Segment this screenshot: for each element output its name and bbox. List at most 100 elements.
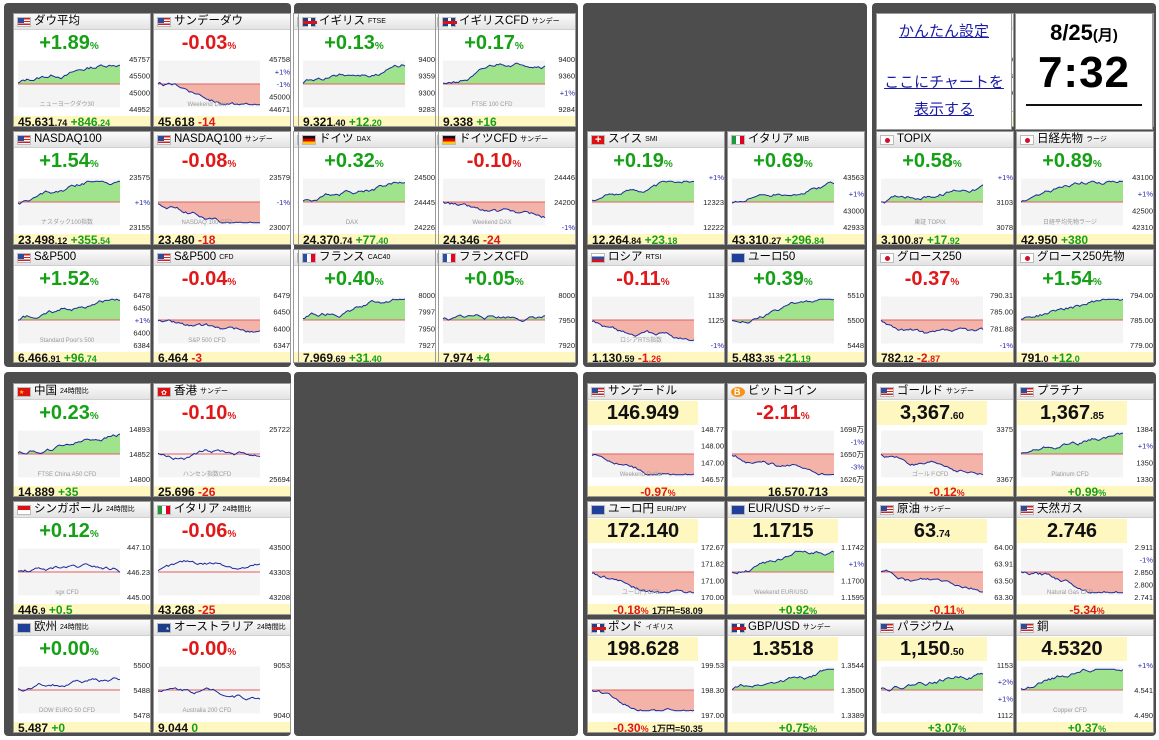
change-percent: -0.04 <box>181 268 228 290</box>
change-percent: +0.58 <box>902 150 953 172</box>
market-tile[interactable]: ドイツCFD サンデー -0.10% Weekend DAX 24446 24200 -… <box>438 131 576 245</box>
axis-tick-label: 785.00 <box>990 308 1013 317</box>
headline-value: +1.54% <box>39 150 99 172</box>
axis-tick-label: 1125 <box>708 316 724 325</box>
market-name: グロース250 <box>897 251 962 263</box>
market-tile[interactable]: ロシア RTSI -0.11% ロシアRTS指数 1139 1125 -1% 1,130.… <box>587 249 725 363</box>
market-tile[interactable]: パラジウム 1,150.50 1153 +2% +1% 1112 +3.07% <box>876 619 1014 733</box>
quote-decimals: .50 <box>950 647 964 658</box>
change-value: +0.75 <box>778 722 810 733</box>
axis-tick-label: 14852 <box>129 450 150 459</box>
axis-tick-label: 44671 <box>269 105 290 114</box>
market-tile[interactable]: イタリア MIB +0.69% 43563 +1% 43000 42933 43,310.… <box>727 131 865 245</box>
market-tile[interactable]: シンガポール 24時間比 +0.12% sgx CFD 447.10 446.23 44… <box>13 501 151 615</box>
chart-area <box>1021 669 1123 690</box>
chart-area <box>303 64 405 84</box>
axis-tick-label: -3% <box>851 463 865 472</box>
market-tile[interactable]: 欧州 24時間比 +0.00% DOW EURO 50 CFD 5500 5488 54… <box>13 619 151 733</box>
tile-header: グロース250先物 <box>1017 250 1153 266</box>
change-percent: -0.37 <box>904 268 951 290</box>
market-name: ロシア <box>608 251 643 263</box>
axis-tick-label: 43100 <box>1132 173 1153 182</box>
chart-watermark: FTSE China A50 CFD <box>38 472 97 478</box>
change-value: -1 <box>637 352 649 363</box>
price-line <box>17 64 121 84</box>
market-name: EUR/USD <box>748 503 800 515</box>
headline-value: +0.17% <box>464 32 524 54</box>
axis-tick-label: 4.490 <box>1134 711 1153 720</box>
market-tile[interactable]: ポンド イギリス 198.628 199.53 198.30 197.00 -0.30%… <box>587 619 725 733</box>
price-text: 5,487 <box>18 722 49 733</box>
market-tile[interactable]: イギリスCFD サンデー +0.17% FTSE 100 CFD 9400 9360 +… <box>438 13 576 127</box>
easy-setup-link[interactable]: かんたん設定 <box>898 23 989 40</box>
market-name: S&P500 <box>34 251 77 263</box>
change-percent: -0.11 <box>616 268 661 290</box>
mini-chart: 43500 43303 43208 <box>157 543 290 602</box>
price-decimals: .12 <box>54 236 68 245</box>
market-sub: RTSI <box>645 254 662 261</box>
price-line <box>880 672 984 692</box>
market-tile[interactable]: TOPIX +0.58% 東証 TOPIX +1% 3103 3078 3,100.87… <box>876 131 1014 245</box>
market-sub: 24時間比 <box>222 506 252 513</box>
market-tile[interactable]: フランス CAC40 +0.40% 8000 7997 7950 7927 7,969.6… <box>298 249 436 363</box>
market-tile[interactable]: プラチナ 1,367.85 Platinum CFD 1384 +1% 1350 133… <box>1016 383 1154 497</box>
axis-tick-label: 147.00 <box>701 458 724 467</box>
market-tile[interactable]: EUR/USD サンデー 1.1715 Weekend EUR/USD 1.1742… <box>727 501 865 615</box>
chart-area <box>18 64 120 84</box>
market-tile[interactable]: サンデーダウ -0.03% Weekend Dow 45758 +1% -1% 4500… <box>153 13 291 127</box>
market-tile[interactable]: 天然ガス 2.746 Natural Gas CFD 2.911 -1% 2.850 2… <box>1016 501 1154 615</box>
chart-area <box>732 181 834 203</box>
change-percent: -0.03 <box>181 32 228 54</box>
headline-value: -2.11% <box>756 402 810 424</box>
market-name: TOPIX <box>897 133 932 145</box>
market-tile[interactable]: ゴールド サンデー 3,367.60 ゴールドCFD 3375 3367 -0.12% <box>876 383 1014 497</box>
tile-footer: 7,969.69 +31.40 <box>299 352 435 362</box>
market-name: ドイツCFD <box>459 133 518 145</box>
market-tile[interactable]: イギリス FTSE +0.13% 9400 9359 9300 9283 9,321.40… <box>298 13 436 127</box>
market-tile[interactable]: サンデードル 146.949 Weekend Dollar 148.77 148.0… <box>587 383 725 497</box>
axis-tick-label: 24445 <box>414 198 435 207</box>
flag-icon <box>442 253 456 263</box>
market-tile[interactable]: 銅 4.5320 Copper CFD +1% 4.541 4.490 +0.37% <box>1016 619 1154 733</box>
market-tile[interactable]: 日経先物 ラージ +0.89% 日経平均先物ラージ 43100 +1% 42500 423… <box>1016 131 1154 245</box>
price-line <box>731 454 835 476</box>
market-tile[interactable]: S&P500 CFD -0.04% S&P 500 CFD 6479 6450 6400… <box>153 249 291 363</box>
market-tile[interactable]: フランスCFD +0.05% 8000 7950 7920 7,974 +4 <box>438 249 576 363</box>
mini-chart: 790.31 785.00 781.88 -1% <box>880 291 1013 350</box>
chart-area <box>303 299 405 320</box>
axis-tick-label: 24200 <box>554 198 575 207</box>
tile-footer: 24,346 -24 <box>439 234 575 244</box>
market-tile[interactable]: ドイツ DAX +0.32% DAX 24500 24445 24226 24,370.7… <box>298 131 436 245</box>
market-tile[interactable]: NASDAQ100 +1.54% ナスダック100指数 23575 +1% 23155… <box>13 131 151 245</box>
chart-hint-link-line1[interactable]: ここにチャートを <box>884 74 1004 91</box>
price-decimals: .40 <box>333 118 346 127</box>
market-tile[interactable]: ユーロ50 +0.39% 5510 5500 5448 5,483.35 +21.19 <box>727 249 865 363</box>
tile-header: グロース250 <box>877 250 1013 266</box>
market-tile[interactable]: イタリア 24時間比 -0.06% 43500 43303 43208 43,268 -… <box>153 501 291 615</box>
tile-footer: -0.18% 1万円=58.09 <box>588 604 724 614</box>
axis-tick-label: 5488 <box>133 686 150 695</box>
market-tile[interactable]: ダウ平均 +1.89% ニューヨークダウ30 45757 45500 45000 449… <box>13 13 151 127</box>
change-decimals: .18 <box>664 236 678 245</box>
tile-footer: +3.07% <box>877 722 1013 732</box>
price-text: 24,370 <box>303 234 340 245</box>
market-tile[interactable]: NASDAQ100 サンデー -0.08% NASDAQ 100 CFD 23579… <box>153 131 291 245</box>
axis-tick-label: 781.88 <box>990 324 1013 333</box>
market-tile[interactable]: ビットコイン -2.11% 1698万 -1% 1650万 -3% 1626万 16,57… <box>727 383 865 497</box>
headline-value: +1.52% <box>39 268 99 290</box>
market-tile[interactable]: GBP/USD サンデー 1.3518 1.3544 1.3500 1.3389 +0.… <box>727 619 865 733</box>
market-tile[interactable]: 原油 サンデー 63.74 64.00 63.91 63.50 63.30 -0.11% <box>876 501 1014 615</box>
chart-hint-link-line2[interactable]: 表示する <box>913 101 974 118</box>
flag-icon <box>1020 623 1034 633</box>
mini-chart: Copper CFD +1% 4.541 4.490 <box>1020 661 1153 720</box>
market-tile[interactable]: グロース250 -0.37% 790.31 785.00 781.88 -1% 782.… <box>876 249 1014 363</box>
market-tile[interactable]: S&P500 +1.52% Standard Poor's 500 6478 645… <box>13 249 151 363</box>
market-tile[interactable]: グロース250先物 +1.54% 794.00 785.00 779.00 791.0… <box>1016 249 1154 363</box>
market-tile[interactable]: ユーロ円 EUR/JPY 172.140 ユーロ円 CFD 172.67 171.82… <box>587 501 725 615</box>
tile-footer: 9,338 +16 <box>439 116 575 126</box>
